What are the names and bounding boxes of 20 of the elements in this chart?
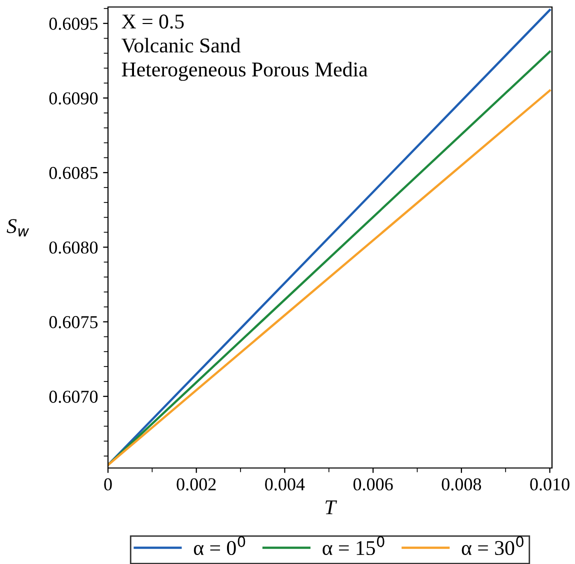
x-tick-label: 0.010	[530, 478, 570, 491]
x-axis-title: T	[326, 500, 338, 514]
y-tick-label: 0.6080	[49, 241, 98, 254]
x-tick-label: 0.006	[353, 478, 393, 491]
x-tick-label: 0.004	[265, 478, 305, 491]
y-axis-title: S$_{w}$	[6, 219, 30, 236]
annotation: X = 0.5	[122, 14, 184, 29]
y-tick-label: 0.6090	[49, 92, 98, 105]
y-tick-label: 0.6075	[49, 316, 98, 328]
x-tick-label: 0.008	[442, 478, 482, 491]
legend-label: α = 30$^{0}$	[462, 536, 524, 556]
y-tick-label: 0.6070	[49, 390, 98, 403]
x-tick-label: 0	[104, 478, 112, 490]
legend-label: α = 0$^{0}$	[194, 536, 246, 556]
y-tick-label: 0.6085	[49, 166, 98, 180]
annotation: Volcanic Sand	[122, 38, 240, 53]
annotation: Heterogeneous Porous Media	[122, 62, 368, 81]
x-tick-label: 0.002	[176, 478, 216, 491]
legend-label: α = 15$^{0}$	[322, 536, 384, 556]
y-tick-label: 0.6095	[49, 18, 98, 30]
